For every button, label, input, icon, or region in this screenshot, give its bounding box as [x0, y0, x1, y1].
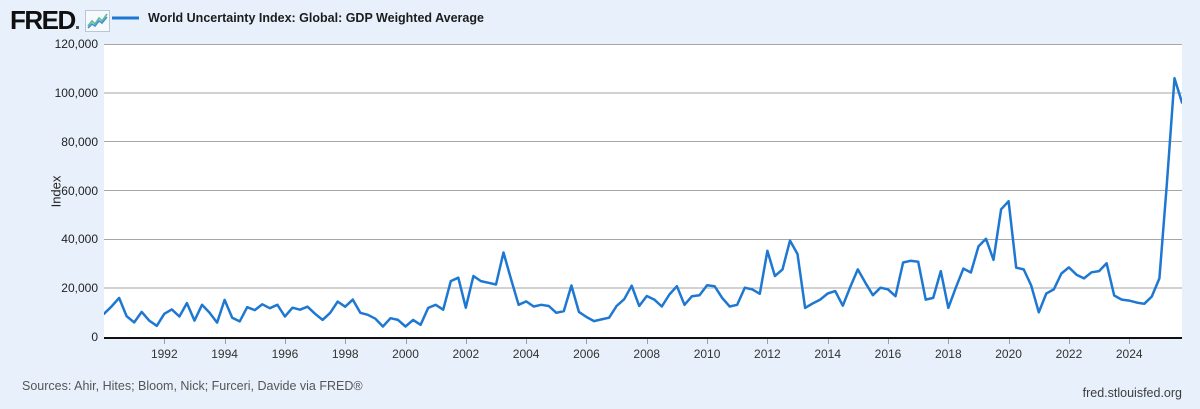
legend-line-sample [112, 16, 139, 20]
plot-area[interactable] [104, 44, 1182, 339]
x-tick-mark [405, 339, 407, 344]
uncertainty-index-line-chart [104, 44, 1182, 328]
x-tick-mark [707, 339, 709, 344]
fred-logo[interactable]: FRED [10, 5, 110, 36]
x-tick-label: 2016 [874, 347, 902, 361]
registered-mark-dot [75, 26, 79, 29]
y-tick-label: 40,000 [61, 232, 98, 247]
y-tick-label: 0 [91, 330, 98, 344]
x-tick-mark [767, 339, 769, 344]
x-tick-label: 2002 [452, 347, 480, 361]
x-tick-label: 1996 [271, 347, 299, 361]
y-tick-label: 80,000 [61, 134, 98, 149]
x-tick-mark [164, 339, 166, 344]
fred-logo-chart-icon [84, 9, 110, 32]
x-tick-mark [1068, 339, 1070, 344]
x-tick-label: 1994 [211, 347, 238, 361]
x-tick-mark [465, 339, 467, 344]
x-tick-mark [827, 339, 829, 344]
x-tick-mark [646, 339, 648, 344]
x-tick-label: 2006 [573, 347, 600, 361]
x-tick-mark [224, 339, 226, 344]
y-tick-label: 60,000 [61, 183, 98, 198]
x-tick-label: 2008 [633, 347, 661, 361]
x-tick-label: 2022 [1055, 347, 1083, 361]
x-tick-mark [1008, 339, 1010, 344]
x-tick-mark [345, 339, 347, 344]
x-tick-mark [888, 339, 889, 344]
x-tick-mark [1129, 339, 1131, 344]
x-tick-label: 2012 [754, 347, 781, 361]
x-tick-label: 2020 [995, 347, 1022, 361]
x-tick-label: 2024 [1115, 347, 1143, 361]
y-tick-label: 20,000 [61, 281, 98, 296]
y-tick-label: 100,000 [54, 85, 98, 100]
x-tick-label: 2000 [392, 347, 419, 361]
x-tick-label: 2018 [934, 347, 962, 361]
legend-series-label: World Uncertainty Index: Global: GDP Wei… [148, 11, 484, 25]
fred-logo-text: FRED [10, 5, 76, 35]
x-tick-label: 1998 [331, 347, 359, 361]
sources-text: Sources: Ahir, Hites; Bloom, Nick; Furce… [22, 379, 363, 393]
site-link[interactable]: fred.stlouisfed.org [1082, 386, 1182, 400]
x-tick-mark [948, 339, 950, 344]
x-tick-label: 2014 [814, 347, 842, 361]
x-tick-label: 1992 [150, 347, 178, 361]
x-tick-mark [284, 339, 286, 344]
chart-legend[interactable]: World Uncertainty Index: Global: GDP Wei… [112, 11, 484, 25]
x-tick-label: 2004 [512, 347, 540, 361]
x-tick-label: 2010 [693, 347, 721, 361]
x-tick-mark [526, 339, 528, 344]
x-tick-mark [586, 339, 588, 344]
y-tick-label: 120,000 [54, 37, 98, 51]
series-line [104, 76, 1182, 328]
